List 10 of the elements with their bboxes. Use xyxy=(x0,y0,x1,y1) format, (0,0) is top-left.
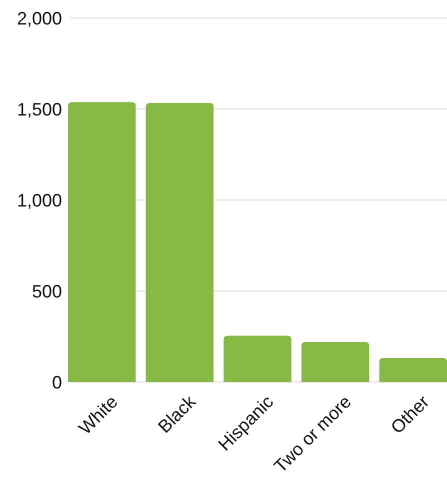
y-tick-label: 1,000 xyxy=(16,190,62,210)
y-tick-label: 500 xyxy=(32,281,62,302)
bar xyxy=(224,336,292,382)
y-tick-label: 1,500 xyxy=(16,99,62,120)
y-tick-label: 0 xyxy=(52,372,62,392)
bar xyxy=(379,358,447,382)
bar xyxy=(146,102,214,382)
y-tick-label: 2,000 xyxy=(16,8,62,28)
bar xyxy=(301,342,370,382)
bar xyxy=(68,102,136,382)
